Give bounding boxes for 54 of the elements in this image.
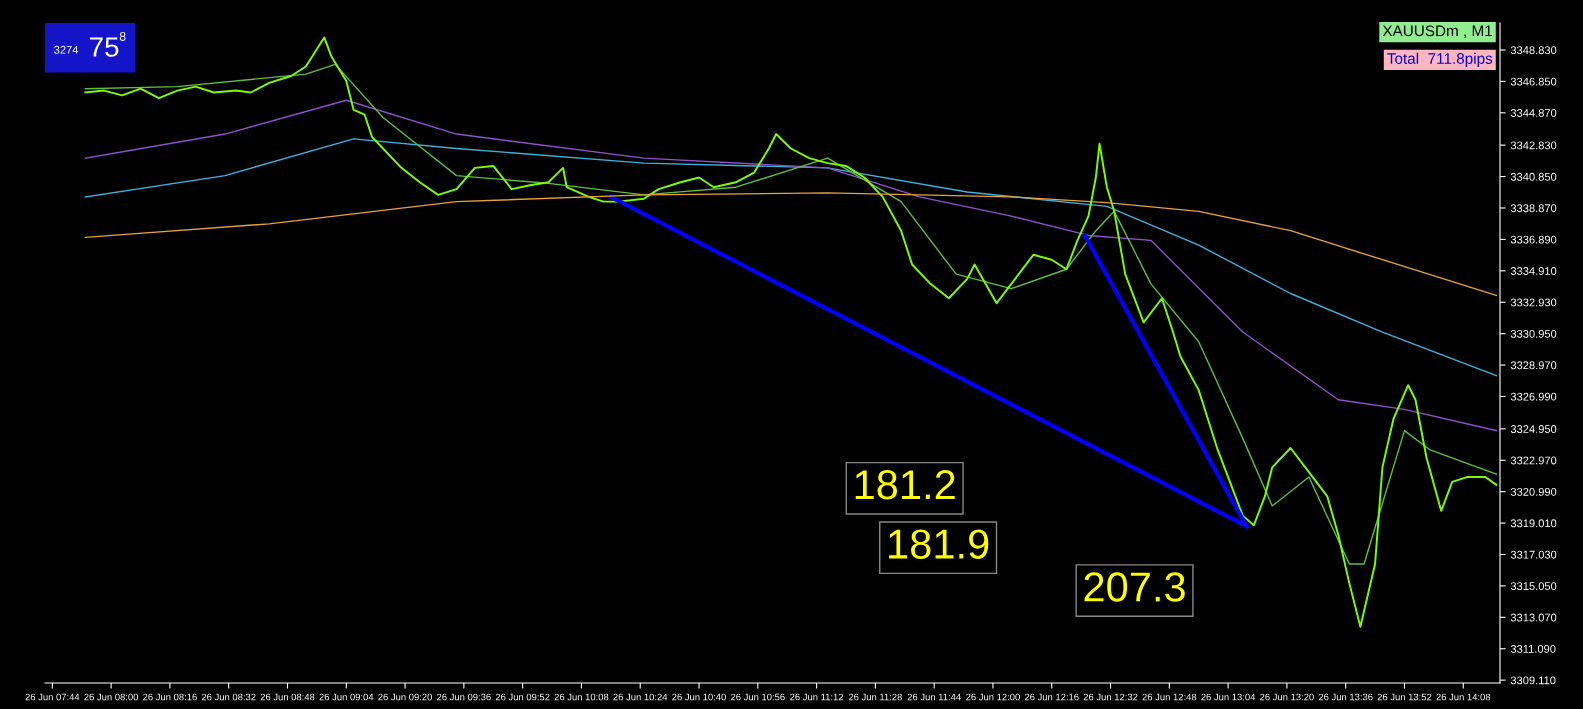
y-tick-label: 3342.830	[1510, 141, 1557, 150]
x-tick-label: 26 Jun 08:48	[260, 693, 315, 701]
x-tick-label: 26 Jun 07:44	[25, 693, 80, 701]
x-tick-label: 26 Jun 12:32	[1083, 693, 1138, 701]
annotation: 3274	[54, 45, 79, 54]
x-tick-label: 26 Jun 13:20	[1260, 693, 1314, 701]
y-tick-label: 3340.850	[1510, 172, 1557, 181]
x-tick-label: 26 Jun 12:48	[1142, 693, 1197, 701]
y-tick-label: 3334.910	[1510, 267, 1557, 275]
y-tick-label: 3332.930	[1510, 298, 1557, 307]
annotation: 207.3	[1084, 572, 1185, 602]
x-tick-label: 26 Jun 09:20	[378, 693, 433, 701]
annotation: 181.2	[855, 469, 955, 500]
x-tick-label: 26 Jun 11:44	[907, 693, 961, 701]
x-tick-label: 26 Jun 11:28	[848, 693, 902, 701]
chart-title: XAUUSDm , M1	[1382, 25, 1492, 39]
y-tick-label: 3315.050	[1510, 582, 1557, 591]
text: Total 711.8pips	[1387, 52, 1493, 67]
annotation: 8	[119, 32, 126, 41]
x-tick-label: 26 Jun 10:56	[730, 693, 785, 701]
x-tick-label: 26 Jun 10:08	[554, 693, 609, 701]
x-tick-label: 26 Jun 14:08	[1436, 693, 1491, 701]
x-tick-label: 26 Jun 13:52	[1377, 693, 1432, 701]
y-tick-label: 3311.090	[1510, 645, 1556, 653]
y-tick-label: 3320.990	[1510, 487, 1557, 496]
y-tick-label: 3346.850	[1510, 77, 1557, 86]
y-tick-label: 3322.970	[1510, 456, 1557, 465]
y-tick-label: 3324.950	[1510, 425, 1557, 433]
annotation: 181.9	[889, 529, 989, 559]
y-tick-label: 3328.970	[1510, 361, 1557, 370]
x-tick-label: 26 Jun 09:52	[495, 693, 550, 701]
y-tick-label: 3319.010	[1510, 519, 1557, 528]
x-tick-label: 26 Jun 13:36	[1318, 693, 1373, 701]
x-tick-label: 26 Jun 08:16	[143, 693, 197, 701]
y-tick-label: 3309.110	[1510, 676, 1556, 685]
x-tick-label: 26 Jun 08:00	[84, 693, 139, 701]
x-tick-label: 26 Jun 13:04	[1201, 693, 1256, 701]
x-tick-label: 26 Jun 12:00	[966, 693, 1020, 701]
x-tick-label: 26 Jun 08:32	[201, 693, 256, 701]
y-tick-label: 3317.030	[1510, 550, 1557, 559]
x-tick-label: 26 Jun 11:12	[790, 693, 844, 701]
x-tick-label: 26 Jun 09:04	[319, 693, 374, 701]
y-tick-label: 3313.070	[1510, 613, 1557, 622]
y-tick-label: 3326.990	[1510, 392, 1557, 401]
x-tick-label: 26 Jun 10:24	[613, 693, 668, 701]
y-tick-label: 3336.890	[1510, 235, 1557, 244]
annotation: 75	[90, 37, 119, 57]
x-tick-label: 26 Jun 10:40	[672, 693, 726, 701]
y-tick-label: 3348.830	[1510, 46, 1557, 55]
y-tick-label: 3330.950	[1510, 329, 1557, 338]
y-tick-label: 3338.870	[1510, 204, 1557, 213]
x-tick-label: 26 Jun 12:16	[1024, 693, 1079, 701]
x-tick-label: 26 Jun 09:36	[437, 693, 491, 701]
y-tick-label: 3344.870	[1510, 109, 1557, 117]
